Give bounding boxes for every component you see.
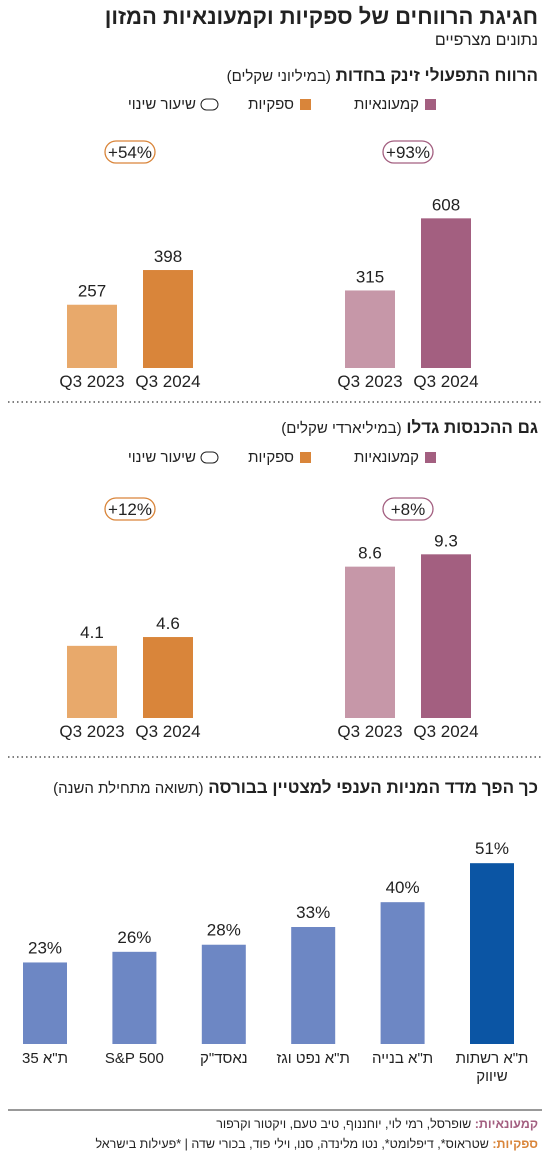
x-tick-label: Q3 2024 bbox=[135, 722, 200, 741]
value-label: 40% bbox=[386, 878, 420, 897]
footer-text: שטראוס*, דיפלומט*, נטו מלינדה, סנו, וילי… bbox=[95, 1137, 489, 1151]
legend-label: קמעונאיות bbox=[353, 96, 419, 113]
change-pill bbox=[382, 497, 434, 521]
value-label: 398 bbox=[154, 247, 182, 266]
x-tick-label: Q3 2023 bbox=[337, 722, 402, 741]
page-subtitle: נתונים מצרפיים bbox=[434, 32, 538, 49]
x-tick-label: ת"א רשתות שיווק bbox=[455, 1050, 529, 1085]
x-tick-label: Q3 2023 bbox=[337, 372, 402, 391]
legend-label: ספקיות bbox=[248, 449, 294, 466]
footer-text: שופרסל, רמי לוי, יוחננוף, טיב טעם, ויקטו… bbox=[216, 1117, 472, 1131]
legend-label: ספקיות bbox=[248, 96, 294, 113]
chart-title: הרווח התפעולי זינק בחדות (במיליוני שקלים… bbox=[227, 66, 538, 86]
chart-title-text: גם ההכנסות גדלו bbox=[406, 418, 538, 437]
value-label: 51% bbox=[475, 839, 509, 858]
change-pill bbox=[104, 497, 156, 521]
change-label: +8% bbox=[391, 500, 426, 519]
chart-title-text: הרווח התפעולי זינק בחדות bbox=[335, 66, 538, 85]
value-label: 4.6 bbox=[156, 614, 180, 633]
bar bbox=[380, 902, 425, 1044]
value-label: 4.1 bbox=[80, 623, 104, 642]
x-tick-label: Q3 2024 bbox=[135, 372, 200, 391]
bar bbox=[291, 927, 336, 1044]
change-label: +54% bbox=[108, 143, 152, 162]
bar bbox=[470, 863, 514, 1044]
change-label: +12% bbox=[108, 500, 152, 519]
legend-swatch bbox=[300, 99, 311, 110]
chart-unit: (במיליוני שקלים) bbox=[226, 68, 331, 85]
value-label: 28% bbox=[207, 921, 241, 940]
x-tick-label: Q3 2023 bbox=[59, 372, 124, 391]
footer-label: ספקיות: bbox=[492, 1137, 538, 1151]
legend-label: שיעור שינוי bbox=[127, 96, 196, 113]
bar bbox=[201, 944, 246, 1044]
legend-swatch bbox=[300, 452, 311, 463]
bar bbox=[421, 218, 471, 368]
bar bbox=[23, 962, 67, 1044]
chart-unit: (במיליארדי שקלים) bbox=[281, 420, 402, 437]
x-tick-label: נאסד"ק bbox=[200, 1050, 248, 1067]
value-label: 257 bbox=[78, 282, 106, 301]
value-label: 26% bbox=[117, 928, 151, 947]
chart-title: כך הפך מדד המניות הענפי למצטיין בבורסה (… bbox=[53, 778, 538, 798]
page-title: חגיגת הרווחים של ספקיות וקמעונאיות המזון bbox=[104, 4, 538, 29]
x-tick-label: Q3 2024 bbox=[413, 372, 478, 391]
bar bbox=[67, 645, 117, 718]
bar bbox=[143, 637, 193, 718]
footer-note: קמעונאיות: שופרסל, רמי לוי, יוחננוף, טיב… bbox=[216, 1117, 538, 1131]
value-label: 33% bbox=[296, 903, 330, 922]
chart-title: גם ההכנסות גדלו (במיליארדי שקלים) bbox=[281, 418, 538, 438]
bar bbox=[67, 304, 117, 368]
x-tick-label: Q3 2023 bbox=[59, 722, 124, 741]
x-tick-label: ת"א 35 bbox=[22, 1050, 68, 1067]
x-tick-label: ת"א נפט וגז bbox=[276, 1050, 350, 1067]
bar bbox=[112, 951, 157, 1044]
x-tick-label: Q3 2024 bbox=[413, 722, 478, 741]
bar bbox=[421, 554, 471, 718]
value-label: 8.6 bbox=[358, 544, 382, 563]
footer-note: ספקיות: שטראוס*, דיפלומט*, נטו מלינדה, ס… bbox=[95, 1137, 538, 1151]
value-label: 315 bbox=[356, 267, 384, 286]
bar bbox=[345, 290, 395, 368]
bar bbox=[143, 270, 193, 368]
legend-change-symbol bbox=[200, 98, 219, 111]
legend-label: שיעור שינוי bbox=[127, 449, 196, 466]
x-tick-label: ת"א בנייה bbox=[372, 1050, 434, 1067]
footer-label: קמעונאיות: bbox=[474, 1117, 538, 1131]
x-tick-label: S&P 500 bbox=[104, 1050, 164, 1067]
value-label: 23% bbox=[28, 938, 62, 957]
value-label: 9.3 bbox=[434, 531, 458, 550]
change-pill bbox=[104, 140, 156, 164]
bar bbox=[345, 566, 395, 718]
legend-swatch bbox=[425, 452, 436, 463]
chart-title-text: כך הפך מדד המניות הענפי למצטיין בבורסה bbox=[208, 778, 538, 797]
change-pill bbox=[382, 140, 434, 164]
legend-change-symbol bbox=[200, 451, 219, 464]
value-label: 608 bbox=[432, 195, 460, 214]
chart-unit: (תשואה מתחילת השנה) bbox=[53, 780, 204, 797]
legend-label: קמעונאיות bbox=[353, 449, 419, 466]
change-label: +93% bbox=[386, 143, 430, 162]
legend-swatch bbox=[425, 99, 436, 110]
